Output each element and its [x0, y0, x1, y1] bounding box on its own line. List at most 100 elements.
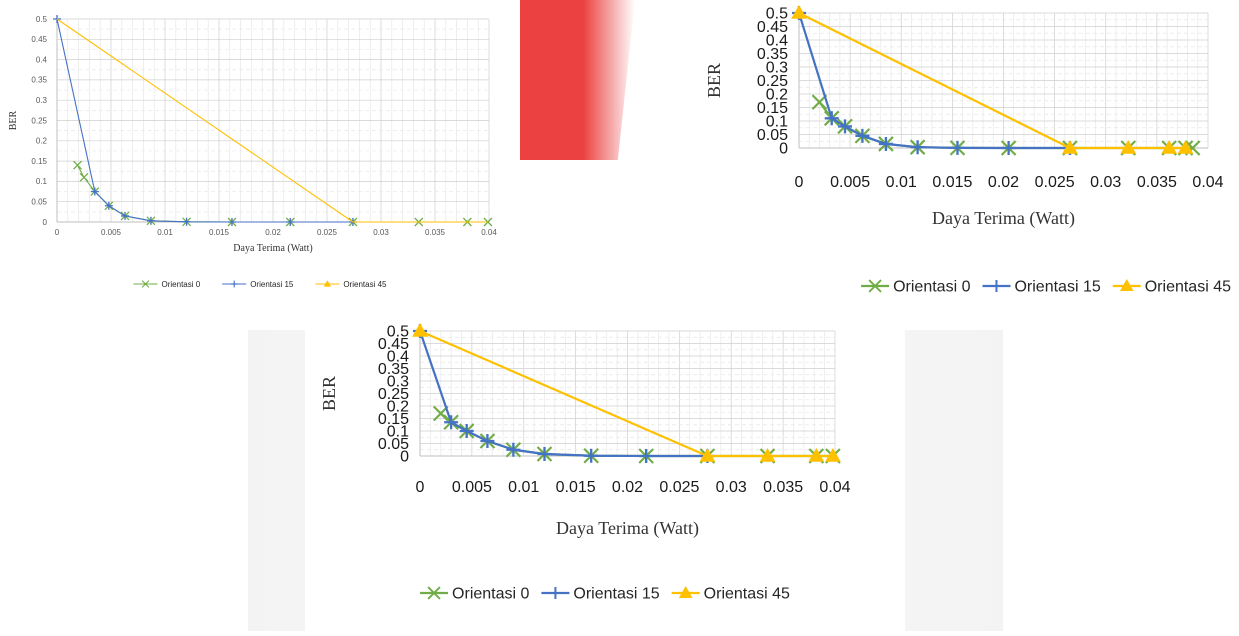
- y-tick-label: 0.4: [766, 33, 788, 50]
- data-point-orientasi-15: [480, 434, 495, 448]
- data-point-orientasi-0: [79, 172, 89, 182]
- data-point-orientasi-45: [808, 447, 825, 462]
- x-tick-label: 0.005: [830, 174, 870, 191]
- x-tick-label: 0: [416, 479, 425, 496]
- data-point-orientasi-45: [1062, 139, 1078, 154]
- x-tick-label: 0.035: [425, 228, 446, 237]
- y-tick-label: 0.45: [31, 35, 47, 44]
- data-point-orientasi-15: [537, 447, 552, 461]
- y-tick-label: 0.35: [31, 76, 47, 85]
- gridlines: [419, 330, 836, 457]
- y-axis-title: BER: [704, 63, 724, 98]
- x-tick-label: 0.025: [1035, 174, 1075, 191]
- legend-marker-orientasi-15: [549, 587, 562, 599]
- chart-panel-2: 0 0.005 0.01 0.015 0.02 0.025 0.03 0.035 0.04 0 0.…: [690, 0, 1239, 300]
- legend-marker-orientasi-15: [990, 280, 1003, 292]
- y-tick-label: 0.05: [31, 198, 47, 207]
- y-tick-label: 0.1: [387, 424, 409, 441]
- legend: Orientasi 0 Orientasi 15 Orientasi 45: [133, 280, 387, 289]
- x-tick-label: 0.01: [508, 479, 539, 496]
- data-point-orientasi-15: [855, 128, 870, 143]
- data-point-orientasi-15: [950, 140, 965, 155]
- x-tick-label: 0.035: [1137, 174, 1177, 191]
- x-tick-label: 0.005: [452, 479, 492, 496]
- legend-marker-orientasi-45: [323, 280, 332, 287]
- chart-panel-3: 0 0.005 0.01 0.015 0.02 0.025 0.03 0.035 0.04 0 0.…: [305, 316, 905, 631]
- legend: Orientasi 0 Orientasi 15 Orientasi 45: [420, 586, 790, 603]
- legend-marker-orientasi-0: [427, 586, 441, 600]
- data-point-orientasi-15: [121, 211, 130, 220]
- x-tick-label: 0.025: [659, 479, 699, 496]
- gridlines: [798, 12, 1209, 149]
- data-point-orientasi-45: [825, 447, 841, 462]
- y-axis-title: BER: [319, 376, 339, 411]
- data-point-orientasi-15: [459, 424, 474, 438]
- y-tick-label: 0.45: [378, 336, 409, 353]
- legend-marker-orientasi-0: [868, 279, 882, 293]
- x-tick-label: 0: [795, 174, 804, 191]
- data-point-orientasi-15: [104, 201, 113, 210]
- y-tick-label: 0.4: [387, 349, 409, 366]
- y-tick-label: 0.5: [766, 6, 788, 23]
- x-tick-label: 0.04: [819, 479, 850, 496]
- x-tick-label: 0.015: [209, 228, 230, 237]
- data-point-orientasi-15: [146, 216, 155, 225]
- y-tick-label: 0.25: [757, 73, 788, 90]
- data-point-orientasi-15: [584, 448, 599, 463]
- y-tick-label: 0.3: [36, 96, 48, 105]
- legend-label-orientasi-0: Orientasi 0: [162, 280, 201, 289]
- y-tick-label: 0.5: [387, 324, 409, 341]
- y-tick-label: 0.2: [36, 137, 48, 146]
- x-tick-label: 0.015: [932, 174, 972, 191]
- y-tick-label: 0.3: [387, 374, 409, 391]
- y-tick-label: 0.3: [766, 60, 788, 77]
- data-point-orientasi-15: [878, 136, 893, 151]
- chart-1: 0 0.005 0.01 0.015 0.02 0.025 0.03 0.035 0.04 0 0.…: [8, 15, 497, 289]
- data-point-orientasi-45: [1177, 139, 1194, 154]
- chart-3: 0 0.005 0.01 0.015 0.02 0.025 0.03 0.035 0.0400.…: [319, 322, 851, 603]
- y-tick-label: 0.1: [766, 114, 788, 131]
- data-point-orientasi-15: [90, 187, 99, 196]
- legend-label-orientasi-0: Orientasi 0: [893, 279, 970, 296]
- x-tick-label: 0.04: [1192, 174, 1223, 191]
- y-tick-label: 0: [43, 218, 48, 227]
- series-orientasi-45: [791, 4, 1194, 154]
- data-point-orientasi-0: [73, 160, 82, 170]
- data-point-orientasi-15: [444, 415, 459, 430]
- x-tick-label: 0.035: [763, 479, 803, 496]
- data-point-orientasi-15: [838, 119, 853, 134]
- y-tick-label: 0: [400, 449, 409, 466]
- data-point-orientasi-15: [286, 218, 295, 226]
- x-tick-label: 0.02: [988, 174, 1019, 191]
- y-tick-label: 0.2: [387, 399, 409, 416]
- x-tick-label: 0.01: [886, 174, 917, 191]
- legend-marker-orientasi-45: [678, 586, 693, 598]
- data-point-orientasi-45: [759, 447, 776, 462]
- y-tick-label: 0.4: [36, 55, 48, 64]
- x-axis-title: Daya Terima (Watt): [233, 243, 312, 254]
- x-tick-label: 0.02: [612, 479, 643, 496]
- data-point-orientasi-15: [639, 449, 654, 463]
- data-point-orientasi-45: [412, 322, 428, 337]
- legend-marker-orientasi-45: [1119, 279, 1134, 291]
- y-tick-label: 0.5: [36, 15, 48, 24]
- data-point-orientasi-45: [699, 447, 716, 462]
- data-point-orientasi-45: [1120, 139, 1137, 154]
- y-tick-label: 0.25: [378, 386, 409, 403]
- legend-label-orientasi-0: Orientasi 0: [452, 586, 529, 603]
- x-tick-label: 0.01: [157, 228, 173, 237]
- x-tick-label: 0.025: [317, 228, 338, 237]
- x-axis-title: Daya Terima (Watt): [556, 518, 699, 539]
- data-point-orientasi-15: [506, 442, 521, 457]
- y-tick-label: 0.1: [36, 177, 48, 186]
- legend-label-orientasi-45: Orientasi 45: [704, 586, 790, 603]
- y-tick-label: 0.35: [378, 361, 409, 378]
- x-tick-label: 0.005: [101, 228, 122, 237]
- data-point-orientasi-15: [824, 111, 839, 126]
- chart-panel-1: 0 0.005 0.01 0.015 0.02 0.025 0.03 0.035 0.04 0 0.…: [0, 0, 520, 300]
- data-point-orientasi-45: [791, 4, 807, 19]
- legend-label-orientasi-15: Orientasi 15: [1014, 279, 1100, 296]
- y-tick-label: 0.15: [757, 100, 788, 117]
- x-tick-label: 0.015: [556, 479, 596, 496]
- y-tick-label: 0.35: [757, 46, 788, 63]
